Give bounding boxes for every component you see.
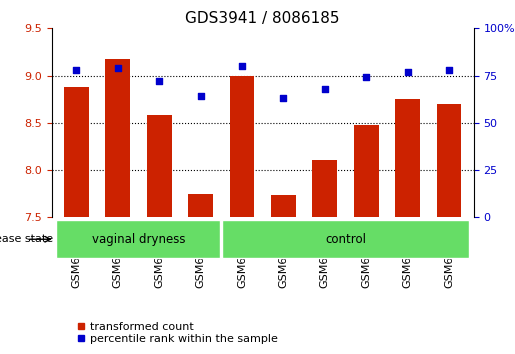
Point bbox=[403, 69, 411, 75]
Legend: transformed count, percentile rank within the sample: transformed count, percentile rank withi… bbox=[73, 317, 283, 348]
Bar bbox=[147, 115, 171, 217]
Bar bbox=[312, 160, 337, 217]
Text: vaginal dryness: vaginal dryness bbox=[92, 233, 185, 246]
Point bbox=[445, 67, 453, 73]
Bar bbox=[230, 75, 254, 217]
Point bbox=[238, 63, 246, 69]
FancyBboxPatch shape bbox=[222, 220, 469, 258]
Bar bbox=[64, 87, 89, 217]
Point bbox=[196, 93, 204, 99]
Bar bbox=[437, 104, 461, 217]
Bar bbox=[395, 99, 420, 217]
Bar bbox=[106, 58, 130, 217]
Title: GDS3941 / 8086185: GDS3941 / 8086185 bbox=[185, 11, 340, 26]
Bar bbox=[354, 125, 379, 217]
Text: disease state: disease state bbox=[0, 234, 54, 244]
Point bbox=[321, 86, 329, 92]
Point bbox=[155, 78, 163, 84]
Bar bbox=[188, 194, 213, 217]
Point bbox=[72, 67, 80, 73]
Point bbox=[279, 95, 287, 101]
FancyBboxPatch shape bbox=[56, 220, 220, 258]
Point bbox=[114, 65, 122, 71]
Text: control: control bbox=[325, 233, 366, 246]
Point bbox=[362, 75, 370, 80]
Bar bbox=[271, 195, 296, 217]
